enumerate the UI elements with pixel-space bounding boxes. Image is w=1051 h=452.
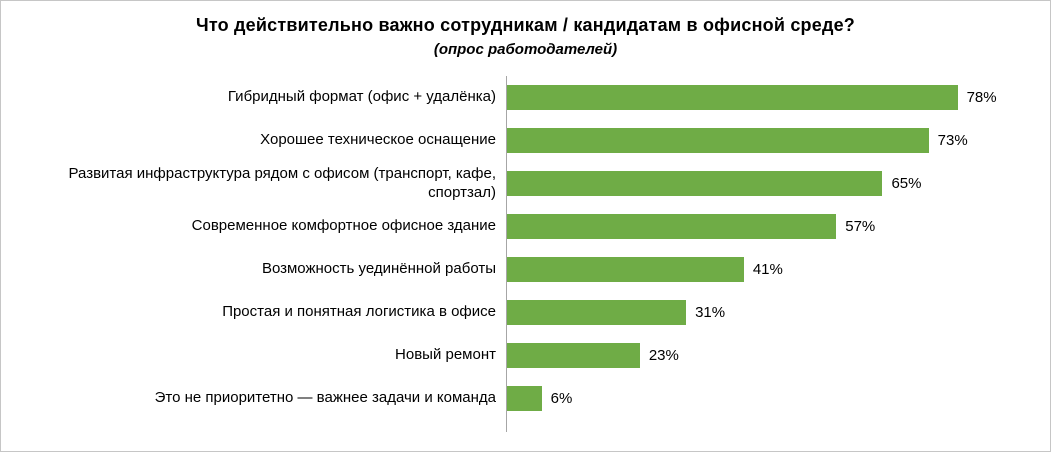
value-label: 6% — [550, 390, 573, 407]
bar — [507, 128, 929, 153]
value-label: 31% — [695, 304, 726, 321]
category-label: Это не приоритетно — важнее задачи и ком… — [154, 389, 496, 407]
value-label: 57% — [845, 218, 876, 235]
bar-row: Современное комфортное офисное здание 57% — [1, 205, 1050, 248]
bar-row: Хорошее техническое оснащение 73% — [1, 119, 1050, 162]
bar-rows: Гибридный формат (офис + удалёнка) 78% Хор… — [1, 76, 1050, 420]
bar — [507, 85, 958, 110]
chart-title: Что действительно важно сотрудникам / ка… — [196, 15, 855, 35]
axis-line-extension — [506, 420, 508, 432]
category-label: Современное комфортное офисное здание — [191, 217, 496, 235]
bar-chart: Гибридный формат (офис + удалёнка) 78% Хор… — [1, 76, 1050, 432]
bar-row: Это не приоритетно — важнее задачи и ком… — [1, 377, 1050, 420]
category-label: Простая и понятная логистика в офисе — [222, 303, 496, 321]
bar-row: Новый ремонт 23% — [1, 334, 1050, 377]
bar — [507, 343, 640, 368]
category-label: Хорошее техническое оснащение — [260, 131, 496, 149]
category-label: Развитая инфраструктура рядом с офисом (… — [68, 164, 496, 201]
bar-track: 73% — [506, 119, 998, 162]
bar-row: Возможность уединённой работы 41% — [1, 248, 1050, 291]
bar — [507, 171, 883, 196]
bar-row: Развитая инфраструктура рядом с офисом (… — [1, 162, 1050, 205]
bar — [507, 257, 744, 282]
bar-track: 6% — [506, 377, 998, 420]
bar-track: 65% — [506, 162, 998, 205]
bar-track: 78% — [506, 76, 998, 119]
chart-header: Что действительно важно сотрудникам / ка… — [1, 15, 1050, 58]
chart-subtitle: (опрос работодателей) — [433, 41, 618, 58]
category-label: Гибридный формат (офис + удалёнка) — [227, 88, 496, 106]
category-label: Возможность уединённой работы — [261, 260, 496, 278]
bar — [507, 386, 542, 411]
bar — [507, 300, 687, 325]
value-label: 73% — [937, 132, 968, 149]
bar-row: Простая и понятная логистика в офисе 31% — [1, 291, 1050, 334]
value-label: 78% — [966, 89, 997, 106]
bar-track: 57% — [506, 205, 998, 248]
bar-track: 31% — [506, 291, 998, 334]
bar-row: Гибридный формат (офис + удалёнка) 78% — [1, 76, 1050, 119]
bar — [507, 214, 837, 239]
category-label: Новый ремонт — [395, 346, 496, 364]
value-label: 41% — [752, 261, 783, 278]
bar-track: 23% — [506, 334, 998, 377]
bar-track: 41% — [506, 248, 998, 291]
value-label: 65% — [891, 175, 922, 192]
value-label: 23% — [648, 347, 679, 364]
